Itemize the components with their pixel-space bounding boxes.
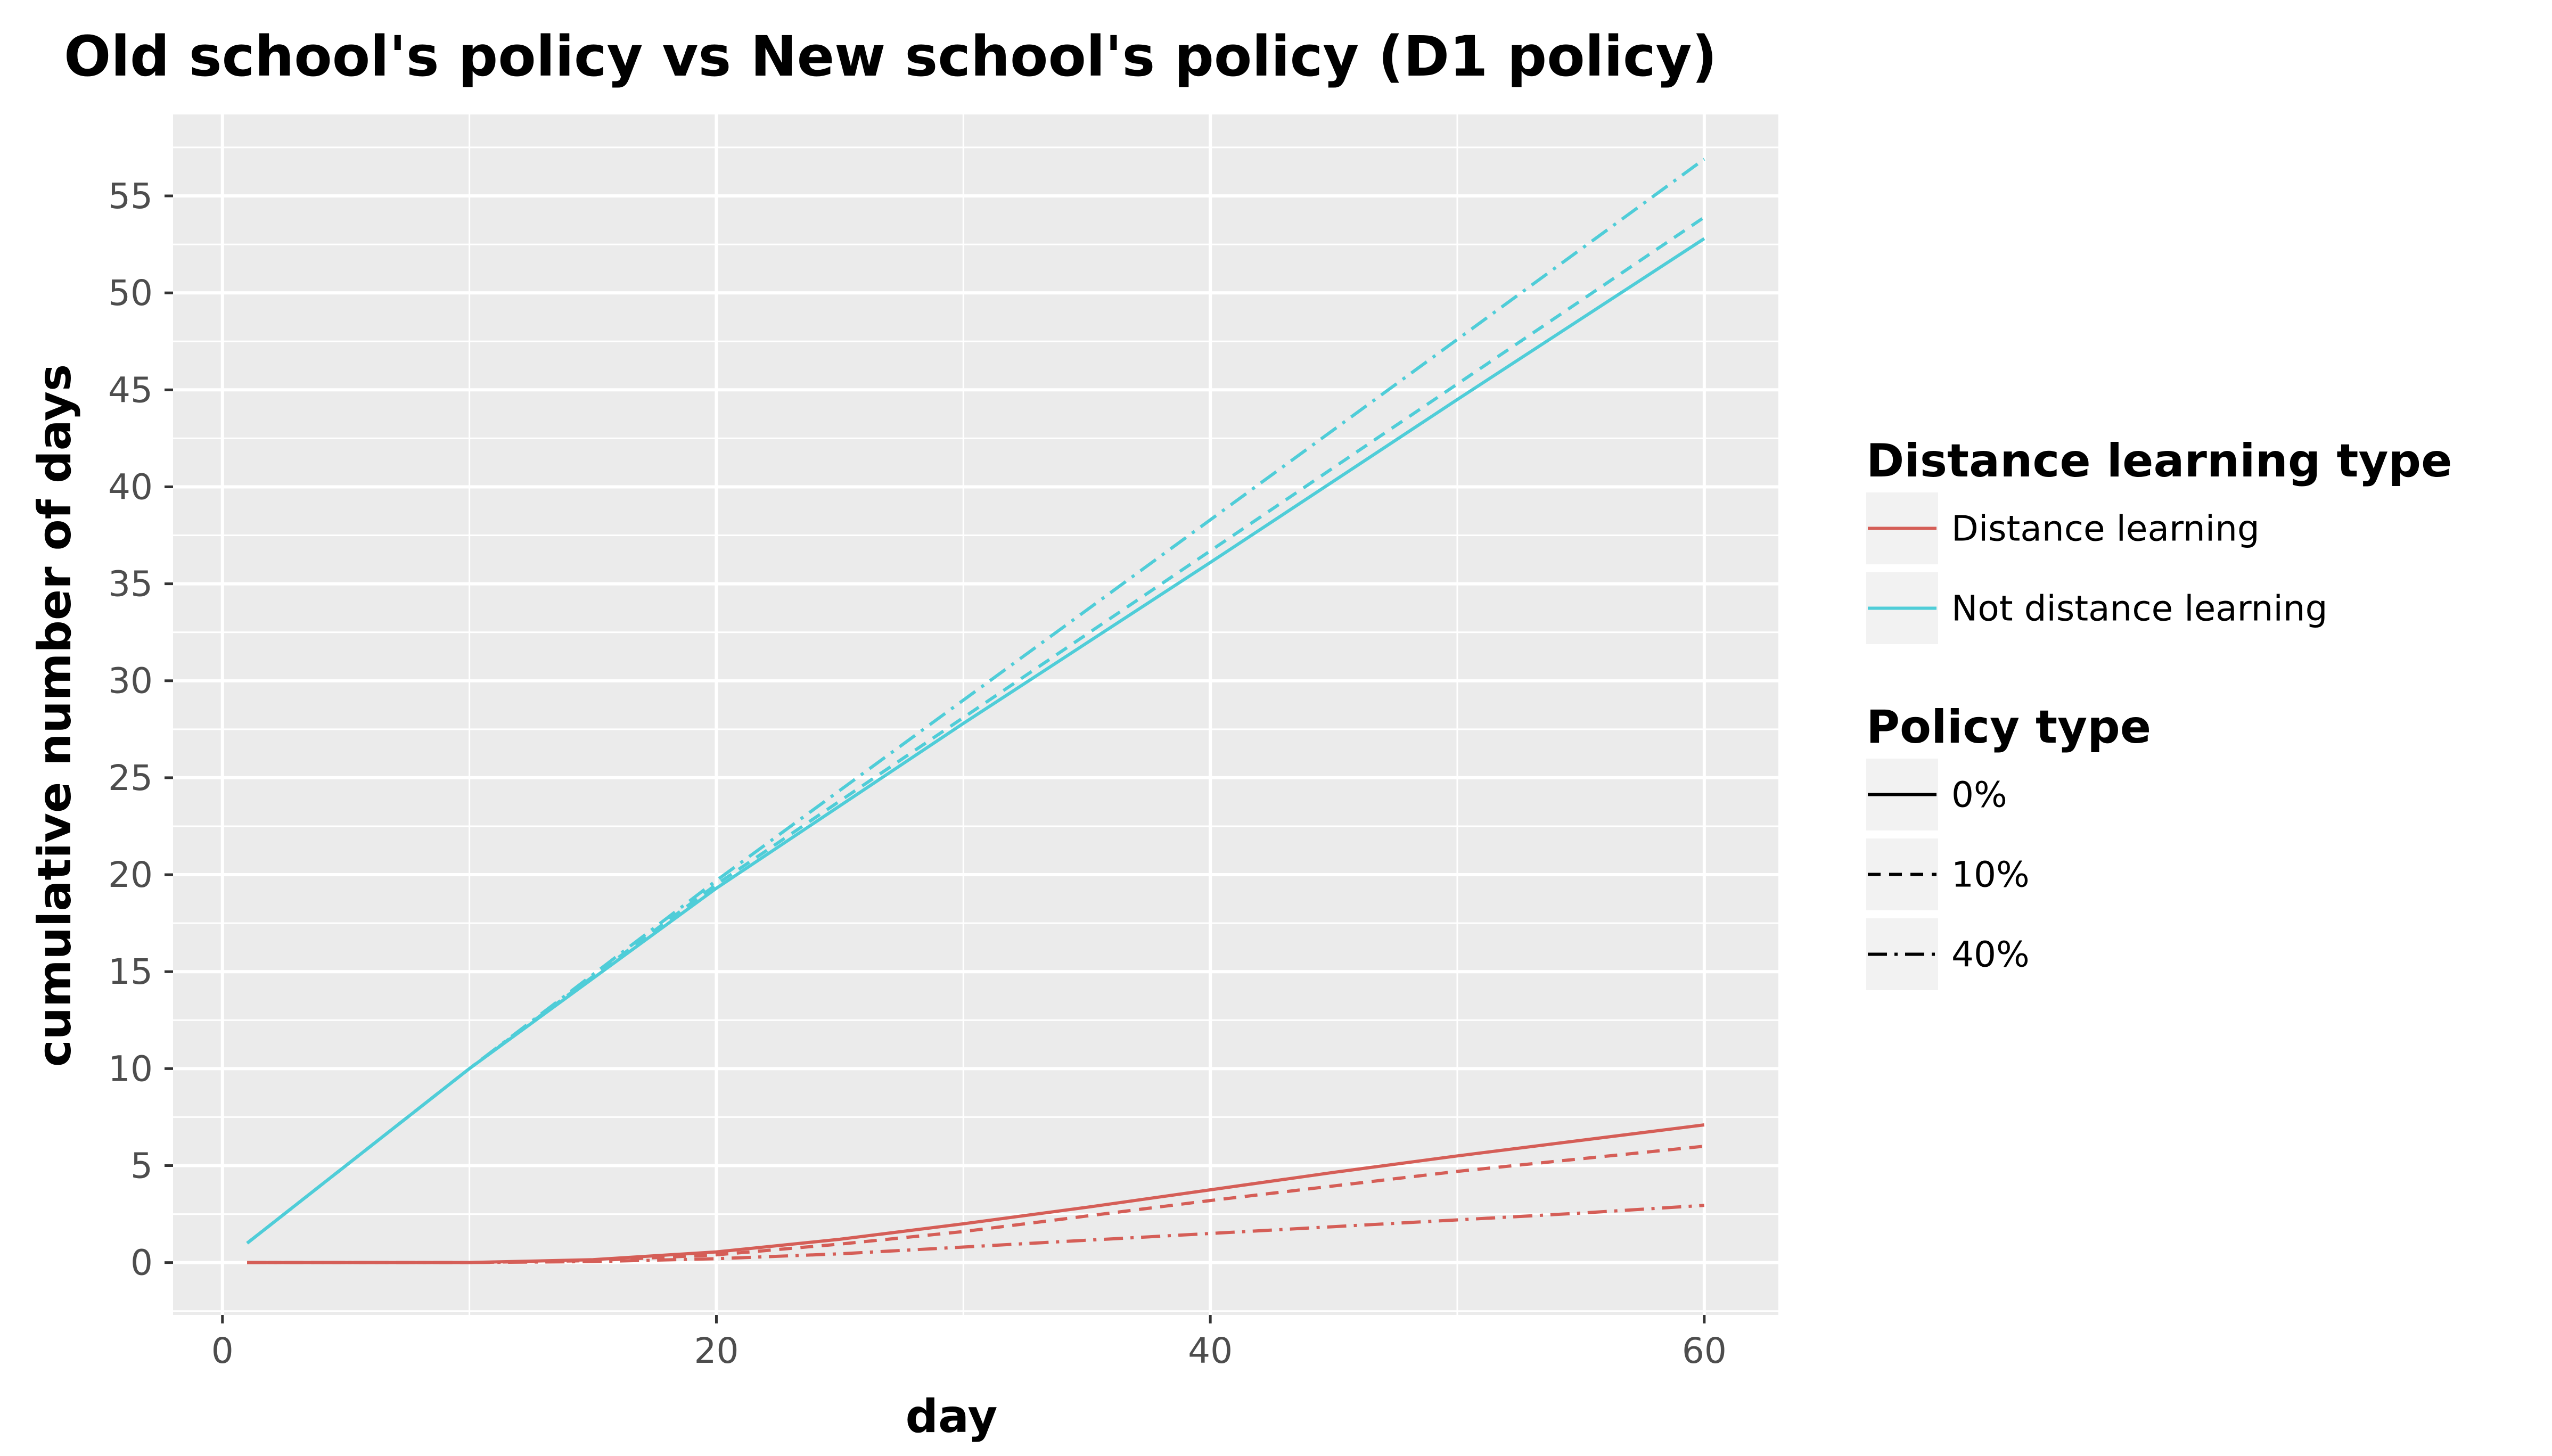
y-tick-label: 10 (108, 1048, 153, 1089)
chart-title: Old school's policy vs New school's poli… (64, 24, 1717, 89)
legend-group-distance-learning-type: Distance learning type Distance learning N… (1866, 434, 2452, 644)
y-tick-label: 45 (108, 369, 153, 410)
y-tick-label: 55 (108, 176, 153, 217)
y-tick-label: 15 (108, 951, 153, 992)
legend-title: Policy type (1866, 701, 2151, 754)
legend-label: 40% (1951, 934, 2030, 975)
legend-label: Distance learning (1951, 508, 2260, 549)
y-tick-label: 35 (108, 564, 153, 605)
y-tick-label: 50 (108, 273, 153, 314)
x-axis: 0 20 40 60 (211, 1315, 1727, 1371)
x-tick-label: 60 (1682, 1330, 1727, 1371)
legend: Distance learning type Distance learning N… (1866, 434, 2452, 990)
series-line-distance-learning-40pct (247, 1204, 1704, 1264)
x-axis-title: day (905, 1390, 997, 1443)
series-line-not-distance-learning-10pct (246, 216, 1705, 1245)
minor-gridlines (173, 114, 1952, 1315)
y-axis-title: cumulative number of days (28, 364, 81, 1067)
legend-group-policy-type: Policy type 0% 10% 40% (1866, 701, 2151, 990)
x-tick-label: 20 (694, 1330, 738, 1371)
y-axis: 0 5 10 15 20 25 30 35 40 45 50 55 (108, 176, 173, 1284)
y-tick-label: 0 (130, 1243, 153, 1284)
y-tick-label: 30 (108, 661, 153, 702)
series-line-not-distance-learning-40pct (246, 158, 1705, 1245)
legend-title: Distance learning type (1866, 434, 2452, 488)
legend-label: 0% (1951, 775, 2007, 816)
x-tick-label: 40 (1188, 1330, 1233, 1371)
series-lines (246, 158, 1705, 1264)
y-tick-label: 40 (108, 466, 153, 507)
y-tick-label: 25 (108, 758, 153, 799)
y-tick-label: 20 (108, 854, 153, 895)
legend-label: 10% (1951, 854, 2030, 895)
x-tick-label: 0 (211, 1330, 234, 1371)
y-tick-label: 5 (130, 1145, 153, 1186)
legend-label: Not distance learning (1951, 588, 2328, 629)
